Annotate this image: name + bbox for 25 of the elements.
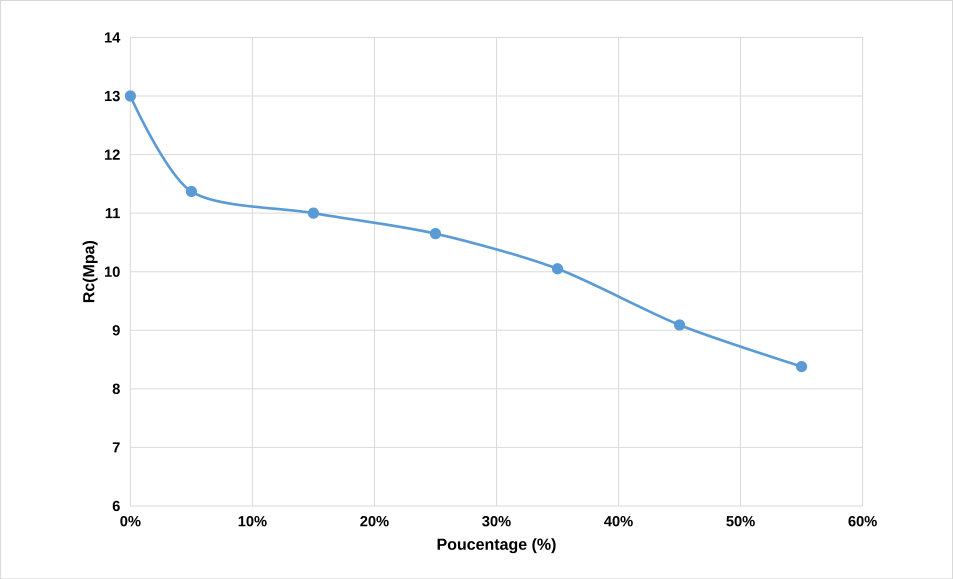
x-axis-title: Poucentage (%) bbox=[438, 538, 556, 553]
point bbox=[796, 360, 808, 372]
x-tick-label: 40% bbox=[604, 516, 633, 526]
x-tick-label: 30% bbox=[482, 516, 511, 526]
x-tick-label: 0% bbox=[120, 516, 141, 526]
point bbox=[308, 207, 320, 219]
point bbox=[124, 90, 136, 102]
point bbox=[186, 186, 197, 197]
y-tick-label: 8 bbox=[112, 383, 120, 394]
y-tick-label: 6 bbox=[112, 500, 120, 511]
y-tick-label: 10 bbox=[104, 266, 120, 277]
y-tick-label: 11 bbox=[106, 208, 120, 218]
y-axis-title: Rc(Mpa) bbox=[82, 240, 98, 302]
y-tick-label: 13 bbox=[104, 90, 120, 102]
point bbox=[674, 319, 686, 330]
y-tick-label: 14 bbox=[104, 32, 120, 42]
x-tick-label: 60% bbox=[848, 516, 877, 526]
x-tick-label: 50% bbox=[726, 516, 755, 526]
x-tick-label: 20% bbox=[360, 516, 389, 526]
y-tick-label: 9 bbox=[112, 324, 120, 336]
point bbox=[430, 228, 442, 240]
y-tick-label: 7 bbox=[112, 442, 120, 452]
point bbox=[552, 262, 564, 274]
x-tick-label: 10% bbox=[238, 516, 267, 526]
y-tick-label: 12 bbox=[104, 149, 120, 160]
